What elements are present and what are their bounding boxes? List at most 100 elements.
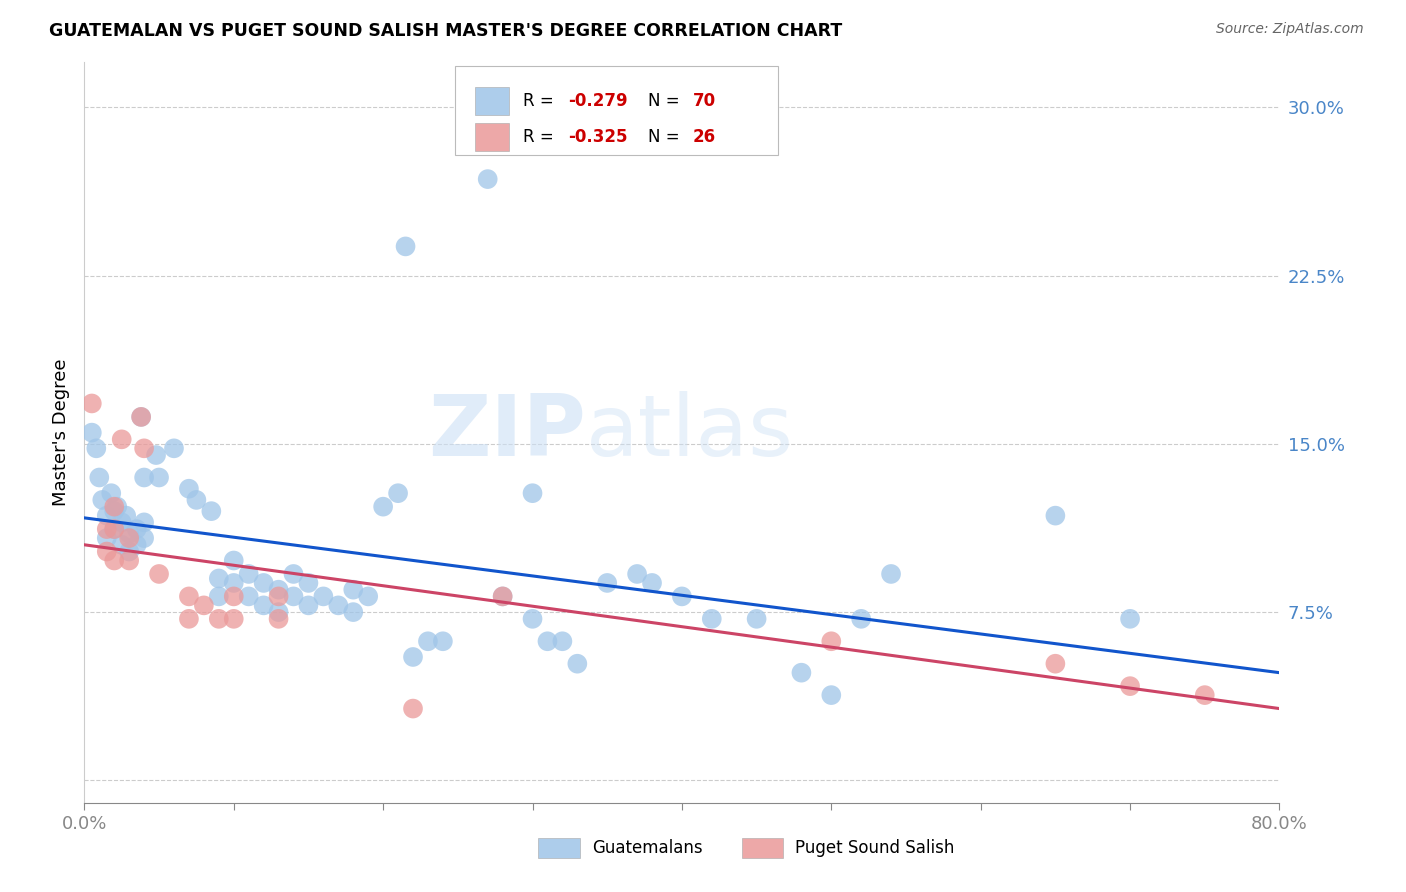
Point <box>125 522 148 536</box>
Point <box>115 508 138 523</box>
Point <box>96 508 118 523</box>
Point <box>1045 657 1067 671</box>
Point <box>186 492 208 507</box>
Point <box>96 544 118 558</box>
Text: atlas: atlas <box>586 391 794 475</box>
Point <box>80 396 103 410</box>
Point <box>103 522 125 536</box>
Point <box>103 500 125 514</box>
Point <box>522 612 544 626</box>
Text: R =: R = <box>523 128 560 145</box>
Point <box>222 553 245 567</box>
Point <box>148 566 170 581</box>
Point <box>148 470 170 484</box>
Point <box>222 576 245 591</box>
Point <box>536 634 558 648</box>
Point <box>80 425 103 440</box>
Point <box>522 486 544 500</box>
Text: -0.325: -0.325 <box>568 128 628 145</box>
Text: Puget Sound Salish: Puget Sound Salish <box>796 839 955 857</box>
Point <box>416 634 439 648</box>
Point <box>86 442 108 456</box>
Point <box>145 448 167 462</box>
Point <box>118 531 141 545</box>
Point <box>402 701 425 715</box>
FancyBboxPatch shape <box>456 66 778 155</box>
Point <box>297 576 319 591</box>
Point <box>626 566 648 581</box>
Point <box>208 590 231 604</box>
Text: Source: ZipAtlas.com: Source: ZipAtlas.com <box>1216 22 1364 37</box>
Text: N =: N = <box>648 92 685 110</box>
Point <box>193 599 215 613</box>
Point <box>342 582 364 597</box>
Point <box>477 172 499 186</box>
Point <box>357 590 380 604</box>
Point <box>267 612 290 626</box>
Point <box>432 634 454 648</box>
Point <box>118 526 141 541</box>
Point <box>177 612 200 626</box>
Point <box>671 590 693 604</box>
Text: GUATEMALAN VS PUGET SOUND SALISH MASTER'S DEGREE CORRELATION CHART: GUATEMALAN VS PUGET SOUND SALISH MASTER'… <box>49 22 842 40</box>
Point <box>200 504 222 518</box>
Point <box>297 599 319 613</box>
Text: 70: 70 <box>693 92 716 110</box>
Point <box>103 522 125 536</box>
Point <box>1194 688 1216 702</box>
Point <box>253 576 276 591</box>
Point <box>596 576 619 591</box>
FancyBboxPatch shape <box>475 122 509 151</box>
Point <box>118 544 141 558</box>
Point <box>132 442 156 456</box>
FancyBboxPatch shape <box>538 838 581 858</box>
Point <box>163 442 186 456</box>
Point <box>283 590 305 604</box>
Point <box>267 582 290 597</box>
Point <box>118 553 141 567</box>
Point <box>208 571 231 585</box>
Point <box>880 566 903 581</box>
Text: Guatemalans: Guatemalans <box>592 839 703 857</box>
Text: 26: 26 <box>693 128 716 145</box>
Point <box>89 470 111 484</box>
Point <box>641 576 664 591</box>
Point <box>91 492 114 507</box>
FancyBboxPatch shape <box>742 838 783 858</box>
Point <box>253 599 276 613</box>
Text: ZIP: ZIP <box>429 391 586 475</box>
Point <box>177 590 200 604</box>
Point <box>551 634 574 648</box>
Point <box>96 522 118 536</box>
Text: -0.279: -0.279 <box>568 92 628 110</box>
Point <box>328 599 350 613</box>
Point <box>208 612 231 626</box>
Point <box>177 482 200 496</box>
Point <box>790 665 813 680</box>
Point <box>394 239 416 253</box>
Point <box>132 516 156 530</box>
FancyBboxPatch shape <box>475 87 509 115</box>
Y-axis label: Master's Degree: Master's Degree <box>52 359 70 507</box>
Point <box>567 657 589 671</box>
Point <box>238 566 260 581</box>
Point <box>100 486 122 500</box>
Point <box>222 590 245 604</box>
Point <box>283 566 305 581</box>
Point <box>267 605 290 619</box>
Point <box>1119 679 1142 693</box>
Point <box>492 590 515 604</box>
Point <box>111 538 134 552</box>
Point <box>238 590 260 604</box>
Point <box>129 409 152 424</box>
Point <box>373 500 395 514</box>
Point <box>132 470 156 484</box>
Text: R =: R = <box>523 92 560 110</box>
Point <box>1119 612 1142 626</box>
Point <box>96 531 118 545</box>
Point <box>267 590 290 604</box>
Point <box>103 553 125 567</box>
Point <box>342 605 364 619</box>
Point <box>111 433 134 447</box>
Point <box>111 516 134 530</box>
